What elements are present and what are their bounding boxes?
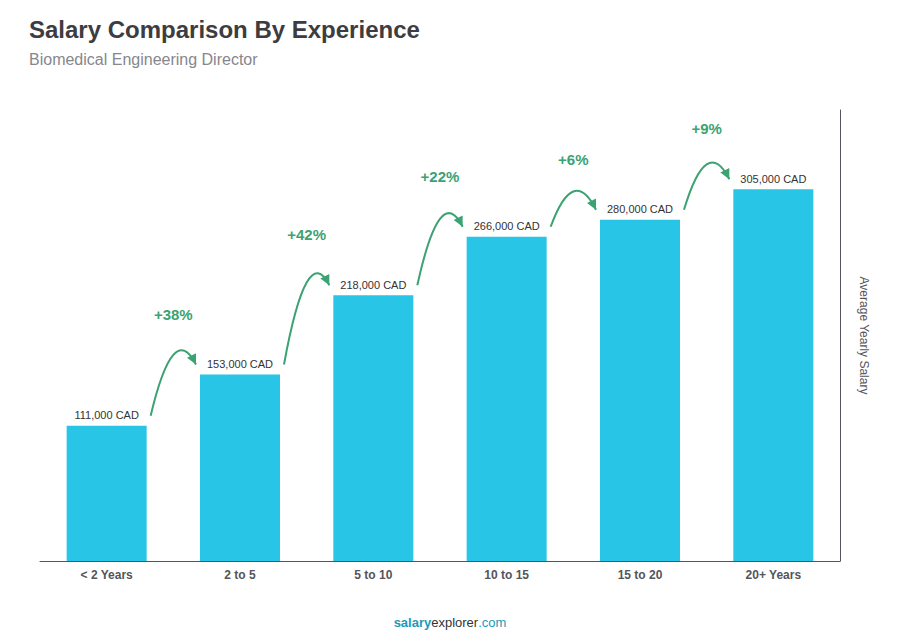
svg-text:+38%: +38% <box>154 306 193 323</box>
svg-text:+42%: +42% <box>287 226 326 243</box>
svg-text:266,000 CAD: 266,000 CAD <box>474 220 540 232</box>
svg-text:Biomedical Engineering Directo: Biomedical Engineering Director <box>29 51 258 68</box>
svg-text:+9%: +9% <box>691 120 721 137</box>
svg-text:Salary Comparison By Experienc: Salary Comparison By Experience <box>29 16 420 43</box>
svg-text:5 to 10: 5 to 10 <box>354 568 392 582</box>
svg-text:10 to 15: 10 to 15 <box>484 568 529 582</box>
svg-text:20+ Years: 20+ Years <box>746 568 802 582</box>
svg-text:15 to 20: 15 to 20 <box>618 568 663 582</box>
svg-text:< 2 Years: < 2 Years <box>81 568 133 582</box>
svg-text:explorer: explorer <box>431 615 479 630</box>
svg-text:305,000 CAD: 305,000 CAD <box>740 173 806 185</box>
svg-text:+6%: +6% <box>558 151 588 168</box>
svg-text:+22%: +22% <box>421 168 460 185</box>
svg-text:218,000 CAD: 218,000 CAD <box>340 279 406 291</box>
svg-text:280,000 CAD: 280,000 CAD <box>607 203 673 215</box>
svg-text:153,000 CAD: 153,000 CAD <box>207 358 273 370</box>
svg-text:.com: .com <box>478 615 506 630</box>
svg-text:111,000 CAD: 111,000 CAD <box>74 409 138 421</box>
svg-text:Average Yearly Salary: Average Yearly Salary <box>857 277 871 395</box>
svg-text:2 to 5: 2 to 5 <box>224 568 256 582</box>
svg-text:salary: salary <box>394 615 432 630</box>
